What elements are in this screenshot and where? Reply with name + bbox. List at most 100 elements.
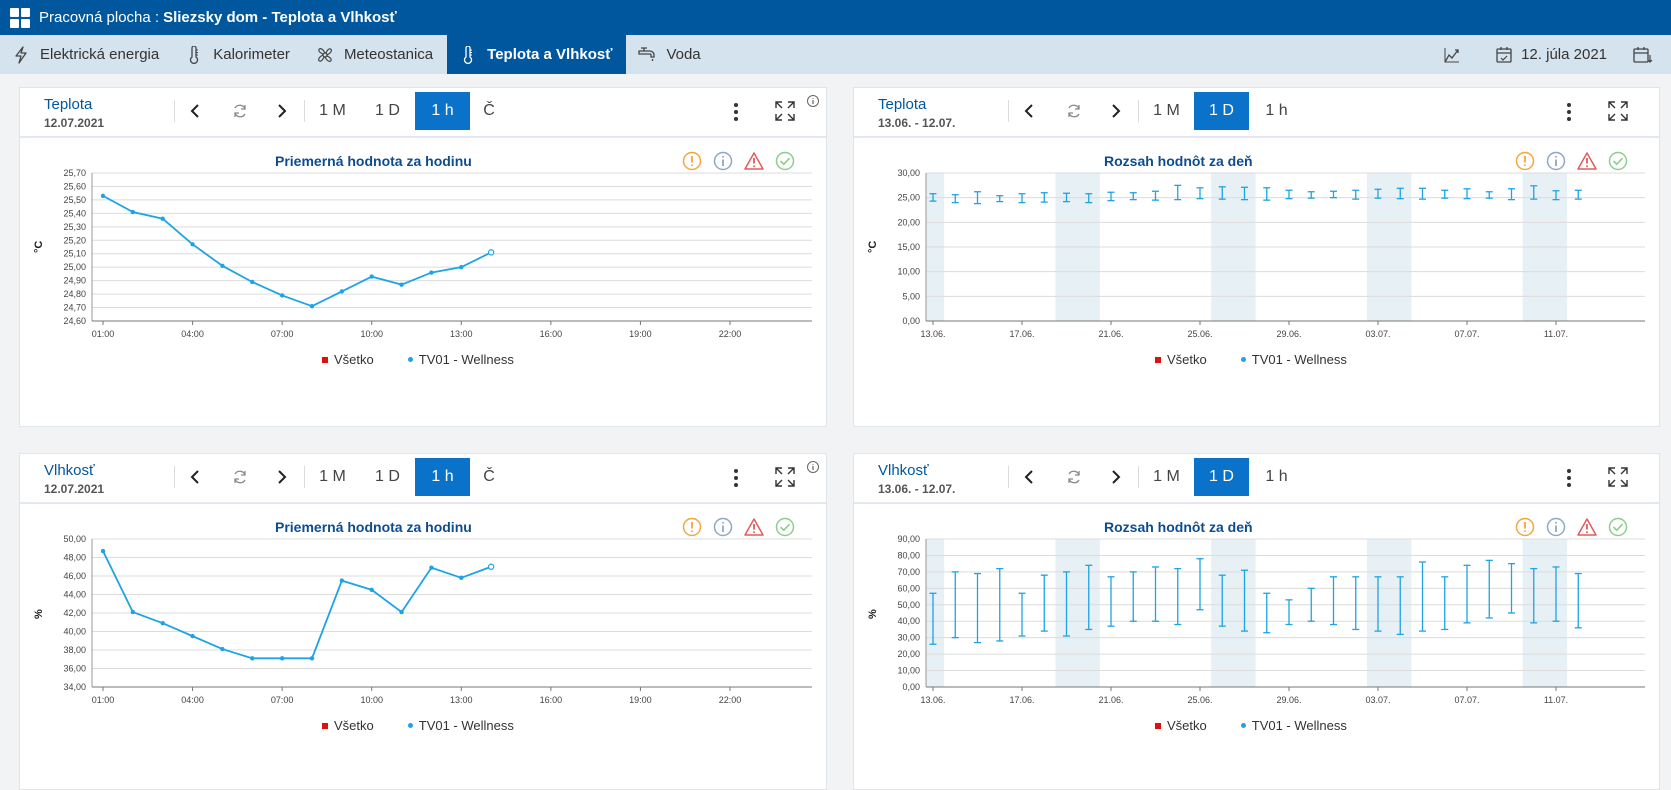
range-bar[interactable] [1085, 564, 1093, 631]
period-button[interactable]: 1 D [375, 468, 400, 485]
data-point[interactable] [130, 209, 136, 215]
data-point[interactable] [399, 609, 404, 615]
period-button[interactable]: 1 M [319, 102, 346, 119]
data-point[interactable] [487, 563, 495, 570]
more-menu-button[interactable] [1561, 100, 1577, 124]
range-bar[interactable] [1218, 186, 1226, 200]
more-menu-button[interactable] [728, 100, 744, 124]
data-point[interactable] [309, 304, 315, 309]
data-point[interactable] [487, 249, 495, 256]
tab-meteostanica[interactable]: Meteostanica [304, 35, 447, 74]
tab-teplota-a-vlhkost[interactable]: Teplota a Vlhkosť [447, 35, 627, 74]
range-bar[interactable] [1263, 187, 1271, 201]
range-bar[interactable] [1018, 193, 1026, 204]
data-point[interactable] [429, 270, 434, 275]
previous-button[interactable] [1009, 458, 1052, 496]
legend-item-all[interactable]: Všetko [322, 718, 374, 733]
period-button[interactable]: 1 h [415, 458, 470, 496]
range-bar[interactable] [1307, 191, 1315, 199]
warning-icon[interactable] [682, 151, 702, 171]
range-bar[interactable] [951, 571, 959, 639]
data-point[interactable] [190, 633, 195, 639]
info-icon[interactable] [806, 94, 820, 108]
range-bar[interactable] [1307, 587, 1315, 622]
data-point[interactable] [220, 646, 225, 652]
range-bar[interactable] [1552, 190, 1560, 201]
range-bar[interactable] [1152, 190, 1159, 201]
range-bar[interactable] [1129, 571, 1137, 622]
info-icon[interactable] [713, 517, 733, 537]
legend-item-all[interactable]: Všetko [322, 352, 374, 367]
compare-chart-button[interactable] [1443, 46, 1469, 64]
data-point[interactable] [309, 656, 315, 661]
data-point[interactable] [369, 587, 374, 593]
data-point[interactable] [459, 264, 464, 270]
range-bar[interactable] [1330, 576, 1337, 626]
date-picker[interactable]: 12. júla 2021 [1495, 46, 1607, 64]
period-button[interactable]: 1 h [1265, 102, 1288, 119]
data-point[interactable] [369, 274, 374, 279]
info-icon[interactable] [713, 151, 733, 171]
legend-item-all[interactable]: Všetko [1155, 718, 1207, 733]
range-bar[interactable] [1085, 193, 1093, 204]
range-bar[interactable] [1285, 189, 1293, 200]
tab-elektricka-energia[interactable]: Elektrická energia [0, 35, 173, 74]
range-bar[interactable] [1485, 559, 1493, 619]
range-bar[interactable] [1419, 187, 1426, 200]
legend-item-sensor[interactable]: TV01 - Wellness [407, 718, 514, 733]
data-point[interactable] [130, 609, 136, 615]
range-bar[interactable] [1552, 566, 1560, 622]
refresh-button[interactable] [218, 92, 261, 130]
range-bar[interactable] [1063, 192, 1070, 203]
data-point[interactable] [100, 193, 106, 199]
data-point[interactable] [250, 279, 255, 285]
range-bar[interactable] [1419, 561, 1426, 632]
range-bar[interactable] [1374, 188, 1382, 199]
data-point[interactable] [339, 289, 345, 294]
range-bar[interactable] [1107, 576, 1115, 627]
next-button[interactable] [261, 458, 304, 496]
range-bar[interactable] [1174, 184, 1182, 201]
period-button[interactable]: 1 h [415, 92, 470, 130]
info-icon[interactable] [1546, 517, 1566, 537]
range-bar[interactable] [1352, 576, 1360, 631]
range-bar[interactable] [1152, 566, 1159, 622]
data-point[interactable] [190, 242, 195, 247]
ok-icon[interactable] [1608, 517, 1628, 537]
range-bar[interactable] [1441, 576, 1449, 631]
ok-icon[interactable] [1608, 151, 1628, 171]
data-point[interactable] [220, 263, 225, 269]
range-bar[interactable] [1263, 592, 1271, 634]
data-point[interactable] [339, 578, 345, 583]
tab-kalorimeter[interactable]: Kalorimeter [173, 35, 304, 74]
fullscreen-button[interactable] [1607, 100, 1629, 122]
alert-icon[interactable] [1577, 151, 1597, 171]
refresh-button[interactable] [1052, 92, 1095, 130]
period-button[interactable]: 1 D [1194, 458, 1249, 496]
data-point[interactable] [100, 548, 106, 554]
tab-voda[interactable]: Voda [626, 35, 714, 74]
range-bar[interactable] [1107, 191, 1115, 202]
data-point[interactable] [459, 575, 464, 581]
info-icon[interactable] [1546, 151, 1566, 171]
range-bar[interactable] [1063, 571, 1070, 637]
next-button[interactable] [1095, 92, 1138, 130]
data-point[interactable] [279, 293, 285, 298]
range-bar[interactable] [1018, 592, 1026, 637]
range-bar[interactable] [1508, 188, 1515, 201]
fullscreen-button[interactable] [774, 466, 796, 488]
period-button[interactable]: 1 M [1153, 468, 1180, 485]
ok-icon[interactable] [775, 151, 795, 171]
range-bar[interactable] [1396, 576, 1404, 636]
range-bar[interactable] [1174, 567, 1182, 626]
data-point[interactable] [399, 282, 404, 287]
range-bar[interactable] [974, 572, 981, 644]
range-bar[interactable] [1218, 574, 1226, 627]
range-bar[interactable] [1196, 558, 1204, 611]
data-point[interactable] [429, 565, 434, 570]
range-bar[interactable] [1129, 192, 1137, 201]
period-button[interactable]: 1 M [1153, 102, 1180, 119]
range-bar[interactable] [1441, 189, 1449, 199]
period-button[interactable]: 1 D [375, 102, 400, 119]
warning-icon[interactable] [682, 517, 702, 537]
